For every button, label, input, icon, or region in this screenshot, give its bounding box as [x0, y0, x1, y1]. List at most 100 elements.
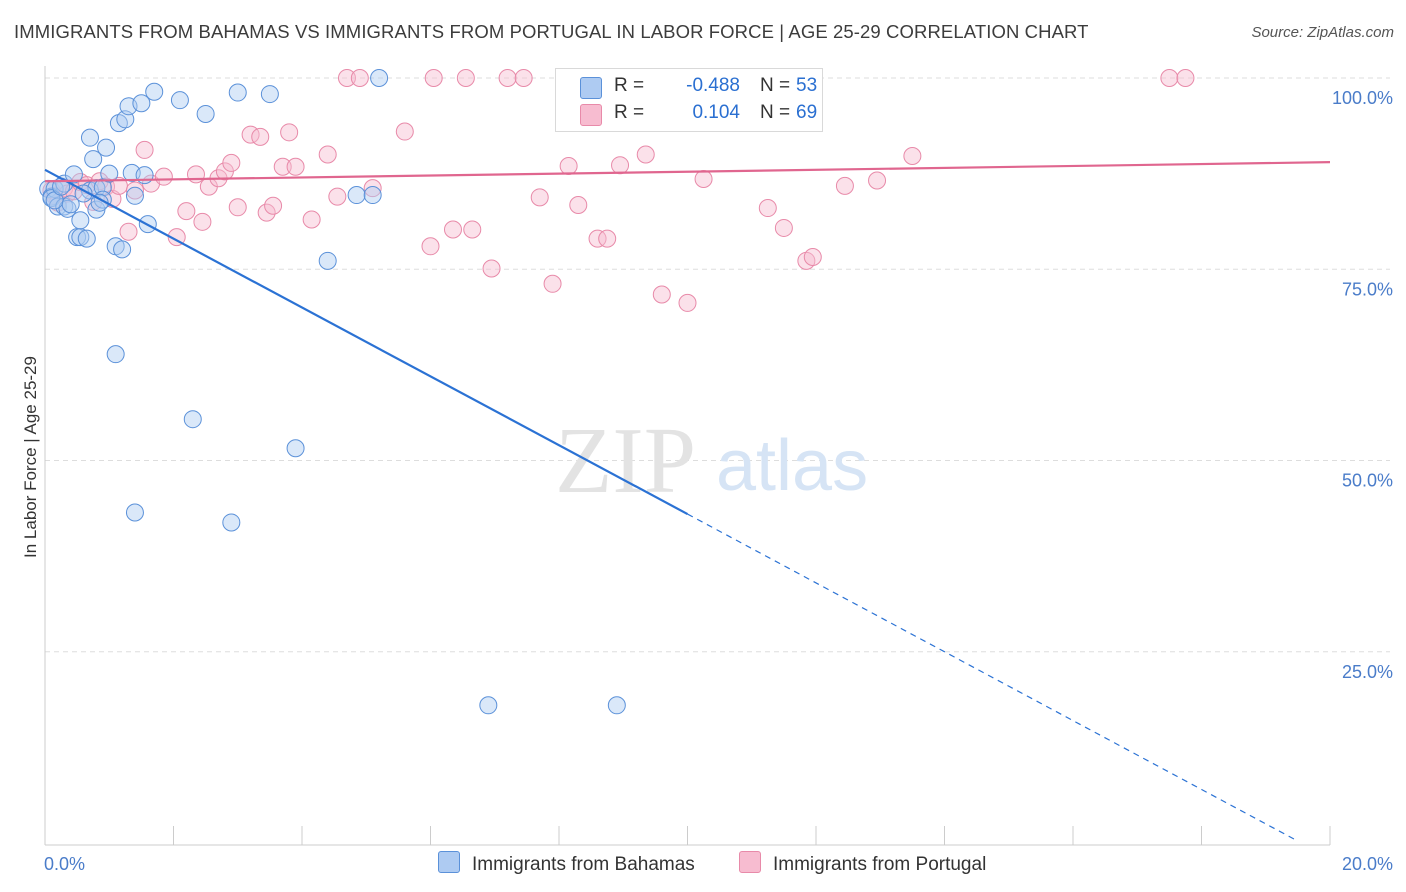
bahamas-point — [318, 251, 337, 270]
portugal-trend-line — [44, 161, 1331, 183]
bahamas-point — [135, 166, 154, 185]
r-label: R = — [614, 102, 645, 123]
bahamas-legend-label: Immigrants from Bahamas — [472, 854, 695, 875]
portugal-point — [350, 69, 369, 87]
bahamas-point — [370, 69, 389, 87]
y-tick-label: 75.0% — [1342, 279, 1393, 299]
portugal-point — [135, 140, 154, 159]
bahamas-points — [39, 69, 626, 715]
watermark-zip: ZIP — [555, 409, 696, 513]
bahamas-point — [97, 138, 116, 157]
bahamas-point — [71, 211, 90, 230]
portugal-point — [186, 165, 205, 184]
stats-legend: R = -0.488 N = 53 R = 0.104 N = 69 — [555, 68, 823, 132]
x-tick-label: 0.0% — [44, 854, 85, 874]
r-value-bahamas: -0.488 — [686, 75, 740, 96]
watermark-atlas: atlas — [716, 426, 868, 506]
portugal-point — [774, 218, 793, 237]
legend-item-portugal: Immigrants from Portugal — [739, 851, 986, 876]
grid-lines — [45, 77, 1390, 653]
portugal-point — [302, 210, 321, 229]
portugal-point — [337, 69, 356, 87]
bahamas-point — [196, 104, 215, 123]
portugal-point — [678, 293, 697, 312]
portugal-point — [463, 220, 482, 239]
portugal-point — [636, 145, 655, 164]
portugal-point — [559, 156, 578, 175]
portugal-points — [42, 69, 1195, 312]
watermark: ZIP atlas — [555, 409, 868, 513]
bahamas-point — [170, 91, 189, 110]
y-tick-labels: 25.0% 50.0% 75.0% 100.0% — [1332, 88, 1393, 682]
portugal-legend-label: Immigrants from Portugal — [773, 854, 987, 875]
bahamas-point — [132, 94, 151, 113]
bahamas-point — [106, 345, 125, 364]
bahamas-point — [77, 229, 96, 248]
portugal-point — [222, 153, 241, 172]
portugal-point — [530, 188, 549, 207]
bahamas-point — [64, 165, 83, 184]
portugal-point — [514, 69, 533, 87]
portugal-point — [482, 259, 501, 278]
source-label: Source: ZipAtlas.com — [1251, 24, 1394, 41]
chart-title: IMMIGRANTS FROM BAHAMAS VS IMMIGRANTS FR… — [14, 21, 1089, 42]
portugal-point — [280, 123, 299, 142]
portugal-point — [363, 179, 382, 198]
portugal-legend-swatch — [739, 851, 761, 873]
portugal-point — [424, 69, 443, 87]
portugal-point — [835, 176, 854, 195]
r-label: R = — [614, 75, 645, 96]
bahamas-point — [347, 186, 366, 205]
bahamas-point — [61, 195, 80, 214]
n-label: N = — [760, 75, 791, 96]
portugal-point — [251, 127, 270, 146]
bahamas-point — [222, 513, 241, 532]
bahamas-point — [228, 83, 247, 102]
y-tick-label: 100.0% — [1332, 88, 1393, 108]
bahamas-legend-swatch — [438, 851, 460, 873]
y-tick-label: 50.0% — [1342, 471, 1393, 491]
portugal-swatch — [580, 104, 602, 126]
portugal-point — [803, 248, 822, 267]
portugal-point — [193, 212, 212, 231]
portugal-point — [569, 195, 588, 214]
bahamas-point — [479, 696, 498, 715]
portugal-point — [903, 147, 922, 166]
bahamas-swatch — [580, 77, 602, 99]
portugal-point — [177, 202, 196, 221]
legend-item-bahamas: Immigrants from Bahamas — [438, 851, 695, 876]
bahamas-point — [84, 150, 103, 169]
n-label: N = — [760, 102, 791, 123]
portugal-point — [652, 285, 671, 304]
r-value-portugal: 0.104 — [692, 102, 740, 123]
portugal-point — [611, 156, 630, 175]
n-value-bahamas: 53 — [796, 75, 818, 96]
portugal-point — [498, 69, 517, 87]
bahamas-point — [363, 186, 382, 205]
bahamas-trend-extension — [687, 513, 1299, 842]
bahamas-point — [607, 696, 626, 715]
portugal-point — [543, 274, 562, 293]
portugal-point — [264, 196, 283, 215]
bahamas-point — [100, 164, 119, 183]
portugal-point — [257, 203, 276, 222]
portugal-point — [1176, 69, 1195, 87]
portugal-point — [868, 171, 887, 190]
portugal-point — [125, 181, 144, 200]
bahamas-point — [260, 85, 279, 104]
bahamas-point — [125, 186, 144, 205]
x-tick-labels: 0.0% 20.0% — [44, 854, 1393, 874]
portugal-point — [421, 237, 440, 256]
bahamas-trend-line — [44, 168, 689, 516]
bahamas-point — [286, 439, 305, 458]
portugal-point — [456, 69, 475, 87]
portugal-point — [318, 145, 337, 164]
portugal-point — [286, 157, 305, 176]
portugal-point — [119, 222, 138, 241]
portugal-point — [167, 228, 186, 247]
bahamas-point — [145, 82, 164, 101]
portugal-point — [328, 187, 347, 206]
portugal-point — [273, 157, 292, 176]
bahamas-point — [80, 128, 99, 147]
